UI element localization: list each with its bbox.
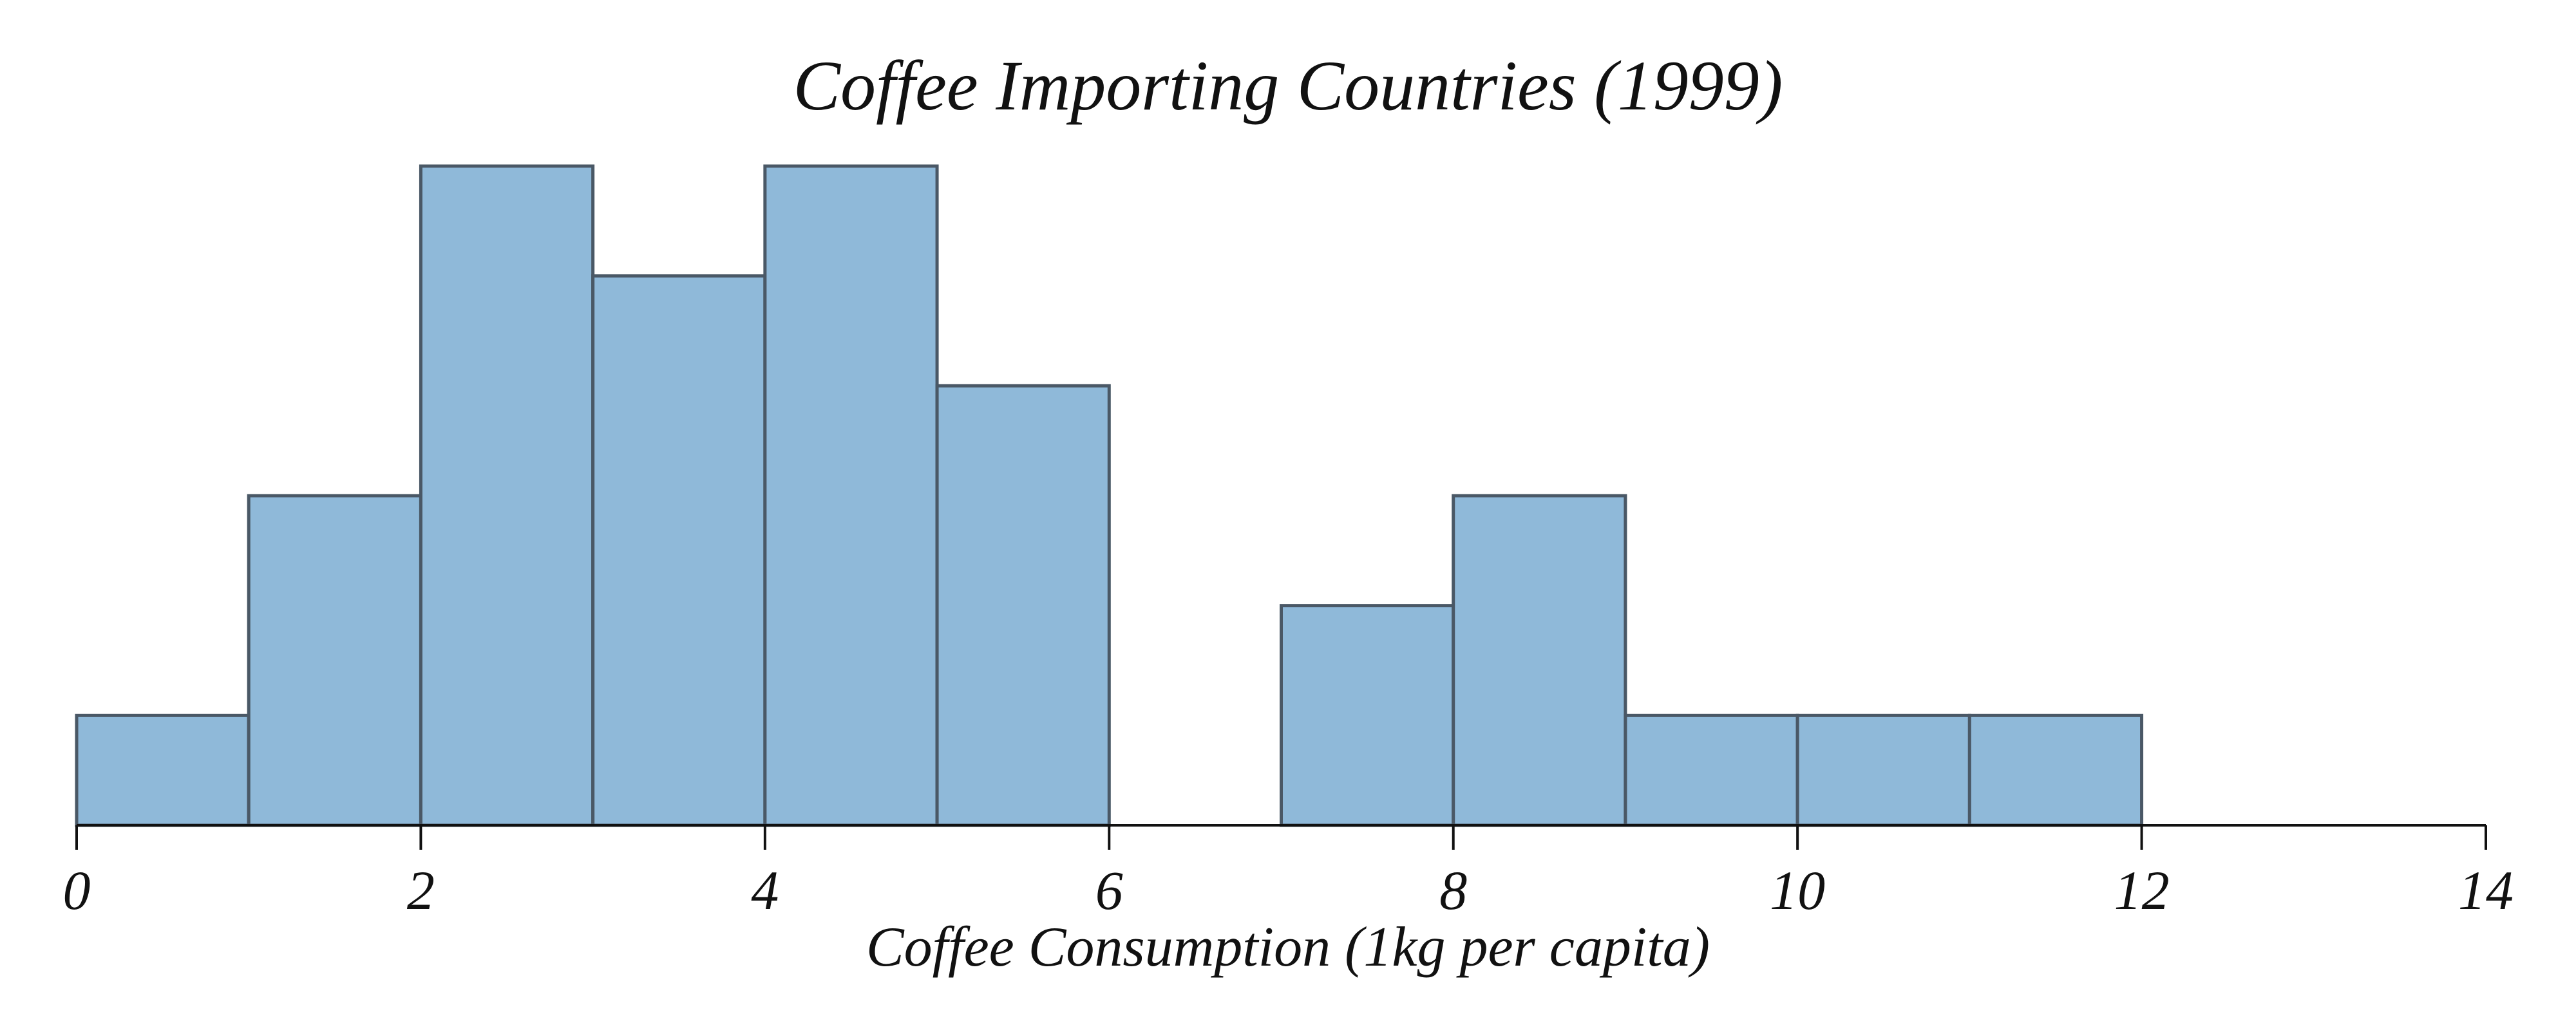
x-tick-label: 8 (1439, 859, 1467, 921)
x-tick-label: 0 (63, 859, 91, 921)
x-tick-label: 6 (1095, 859, 1123, 921)
x-tick-label: 10 (1770, 859, 1825, 921)
histogram-bar (591, 274, 767, 827)
histogram-bar (1795, 713, 1971, 827)
histogram-bar (1967, 713, 2144, 827)
x-axis: 0 2 4 6 8 10 12 14 (63, 824, 2514, 921)
x-axis-label: Coffee Consumption (1kg per capita) (866, 916, 1710, 979)
chart-title: Coffee Importing Countries (1999) (793, 46, 1783, 125)
histogram-bar (247, 494, 422, 827)
histogram-bar (1280, 604, 1455, 827)
histogram-bar (1452, 494, 1627, 827)
x-tick-label: 14 (2458, 859, 2514, 921)
histogram-bar (935, 384, 1111, 827)
bars-group (75, 164, 2144, 827)
histogram-bar (419, 164, 595, 827)
x-tick-label: 12 (2114, 859, 2170, 921)
histogram-bar (75, 713, 251, 827)
x-tick-label: 2 (407, 859, 435, 921)
x-tick-label: 4 (751, 859, 779, 921)
histogram-bar (1624, 713, 1799, 827)
histogram-bar (763, 164, 939, 827)
